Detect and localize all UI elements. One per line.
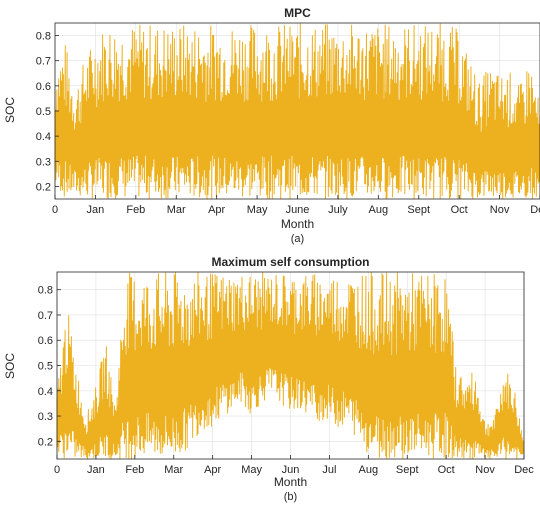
x-axis-label: Month xyxy=(274,475,307,489)
x-tick-label: 0 xyxy=(54,464,60,476)
x-tick-label: Sept xyxy=(407,204,430,216)
x-tick-label: Nov xyxy=(475,464,495,476)
x-tick-label: Oct xyxy=(451,204,468,216)
x-axis-label: Month xyxy=(281,217,314,231)
x-tick-label: Mar xyxy=(164,464,183,476)
y-tick-label: 0.4 xyxy=(38,386,53,398)
x-tick-label: 0 xyxy=(52,204,58,216)
y-tick-label: 0.8 xyxy=(38,285,53,297)
y-tick-label: 0.5 xyxy=(38,361,53,373)
panel-caption: (a) xyxy=(291,233,304,245)
x-tick-label: July xyxy=(328,204,348,216)
x-tick-label: Jan xyxy=(87,204,105,216)
x-tick-label: Mar xyxy=(167,204,186,216)
y-tick-label: 0.4 xyxy=(36,131,51,143)
chart-mpc: MPC 0 Jan Feb Mar Apr May June July Aug Sept Oct No… xyxy=(3,6,540,245)
y-axis-label: SOC xyxy=(3,353,17,379)
y-tick-label: 0.3 xyxy=(38,411,53,423)
soc-line xyxy=(56,271,525,460)
x-tick-label: June xyxy=(286,204,310,216)
x-tick-label: Jul xyxy=(322,464,336,476)
y-tick-label: 0.2 xyxy=(38,436,53,448)
x-tick-label: Dec xyxy=(530,204,540,216)
x-tick-label: Jun xyxy=(282,464,300,476)
chart-title: Maximum self consumption xyxy=(211,255,369,269)
x-tick-label: May xyxy=(241,464,262,476)
y-tick-label: 0.6 xyxy=(38,335,53,347)
y-tick-label: 0.2 xyxy=(36,181,51,193)
x-tick-label: Jan xyxy=(87,464,105,476)
y-tick-label: 0.6 xyxy=(36,81,51,93)
y-tick-label: 0.7 xyxy=(36,56,51,68)
x-tick-label: Apr xyxy=(208,204,225,216)
y-tick-label: 0.3 xyxy=(36,156,51,168)
axis-ticks: 0 Jan Feb Mar Apr May June July Aug Sept Oct Nov Dec… xyxy=(36,31,540,216)
soc-series xyxy=(56,271,525,460)
panel-caption: (b) xyxy=(284,491,297,503)
chart-title: MPC xyxy=(284,6,311,20)
x-tick-label: Nov xyxy=(490,204,510,216)
x-tick-label: Feb xyxy=(126,204,145,216)
x-tick-label: Dec xyxy=(514,464,534,476)
x-tick-label: Sept xyxy=(396,464,419,476)
x-tick-label: Feb xyxy=(125,464,144,476)
y-axis-label: SOC xyxy=(3,97,17,123)
soc-line xyxy=(54,23,540,200)
x-tick-label: Aug xyxy=(359,464,379,476)
y-tick-label: 0.8 xyxy=(36,31,51,43)
x-tick-label: Oct xyxy=(438,464,455,476)
y-tick-label: 0.5 xyxy=(36,106,51,118)
y-tick-label: 0.7 xyxy=(38,310,53,322)
x-tick-label: May xyxy=(247,204,268,216)
x-tick-label: Apr xyxy=(204,464,221,476)
chart-max-self-consumption: Maximum self consumption 0 Jan Feb Mar Apr Ma… xyxy=(3,255,534,503)
soc-series xyxy=(54,23,540,200)
axis-ticks: 0 Jan Feb Mar Apr May Jun Jul Aug Sept Oct Nov Dec 0.… xyxy=(38,285,535,476)
x-tick-label: Aug xyxy=(369,204,389,216)
